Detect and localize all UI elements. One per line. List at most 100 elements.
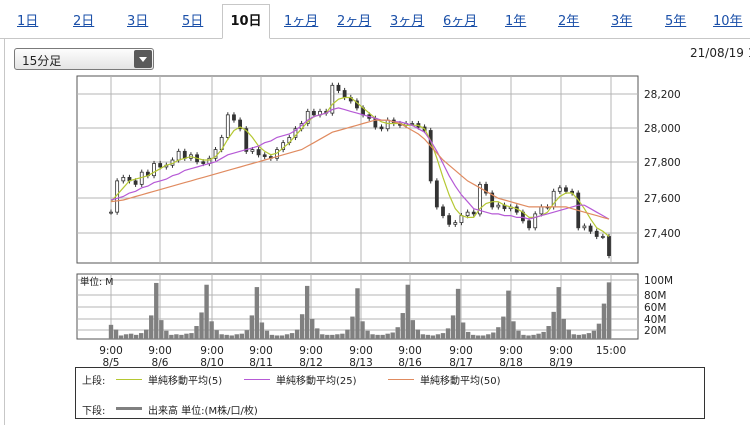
volume-bar: [254, 287, 260, 339]
tab-1日[interactable]: 1日: [17, 14, 39, 29]
volume-bar: [113, 329, 119, 339]
tab-2ヶ月[interactable]: 2ヶ月: [337, 14, 372, 29]
tab-3年[interactable]: 3年: [611, 14, 633, 29]
legend-volume-swatch: [116, 407, 142, 410]
volume-bar: [526, 335, 531, 339]
volume-bar: [214, 330, 219, 339]
volume-bar: [164, 330, 169, 339]
price-candle-body: [385, 119, 390, 130]
legend-upper-label: 上段:: [82, 376, 106, 387]
x-tick-label: 8/11: [249, 357, 273, 369]
price-candle-body: [527, 220, 531, 229]
price-candle-body: [533, 213, 538, 229]
interval-select[interactable]: 15分足: [14, 48, 154, 70]
volume-bar: [365, 330, 370, 339]
volume-bar: [269, 334, 275, 339]
volume-bar: [123, 334, 129, 339]
volume-bar: [244, 330, 250, 339]
x-tick-label: 9:00: [148, 345, 172, 357]
volume-bar: [395, 327, 400, 339]
price-candle-body: [428, 130, 433, 182]
price-y-tick-label: 27,800: [644, 157, 681, 169]
price-candle-body: [441, 206, 445, 217]
legend-volume-label: 出来高 単位:(M株/口/枚): [148, 406, 258, 417]
volume-bar: [425, 334, 431, 339]
tab-1年[interactable]: 1年: [505, 14, 527, 29]
price-candle-body: [232, 114, 236, 121]
volume-bar: [536, 333, 541, 339]
volume-bar: [325, 334, 330, 339]
volume-bar: [340, 333, 345, 339]
x-tick-label: 8/16: [398, 357, 422, 369]
volume-bar: [430, 335, 436, 339]
volume-bar: [435, 334, 441, 339]
moving-average-line: [110, 107, 610, 220]
volume-bar: [204, 284, 209, 339]
volume-bar: [591, 330, 597, 339]
volume-bar: [304, 285, 310, 339]
volume-bar: [465, 331, 471, 339]
tab-1ヶ月[interactable]: 1ヶ月: [284, 14, 319, 29]
tab-6ヶ月[interactable]: 6ヶ月: [443, 14, 478, 29]
volume-bar: [184, 333, 189, 339]
volume-bar: [486, 334, 491, 339]
chart-legend: 上段: 単純移動平均(5) 単純移動平均(25) 単純移動平均(50) 下段: …: [75, 367, 705, 419]
volume-bar: [108, 324, 114, 339]
volume-bar: [264, 330, 270, 339]
price-candle-body: [465, 211, 470, 217]
volume-bar: [440, 333, 446, 339]
volume-bar: [133, 334, 139, 339]
volume-bar: [470, 334, 476, 339]
volume-bar: [229, 335, 234, 339]
price-candle-body: [262, 154, 267, 157]
x-tick-label: 9:00: [398, 345, 422, 357]
volume-bar: [576, 334, 582, 339]
tab-10年[interactable]: 10年: [713, 14, 743, 29]
x-tick-label: 8/13: [349, 357, 373, 369]
volume-bar: [345, 329, 350, 339]
tab-3ヶ月[interactable]: 3ヶ月: [390, 14, 425, 29]
chevron-down-icon[interactable]: [134, 50, 152, 68]
legend-ma25-swatch: [244, 379, 270, 380]
x-tick-label: 8/6: [152, 357, 169, 369]
volume-bar: [159, 320, 164, 339]
volume-bar: [330, 334, 335, 339]
volume-y-tick-label: 20M: [644, 325, 666, 337]
volume-bar: [571, 334, 576, 339]
price-candle-body: [152, 163, 156, 177]
volume-bar: [385, 333, 390, 339]
volume-bar: [149, 315, 154, 339]
price-candle-body: [459, 215, 464, 223]
volume-bar: [516, 330, 521, 339]
volume-bar: [315, 328, 320, 339]
price-candle-body: [201, 161, 206, 164]
price-candle-body: [447, 215, 452, 225]
price-candle-body: [588, 225, 593, 232]
price-candle-body: [244, 128, 249, 152]
price-candle-body: [256, 149, 261, 156]
tab-2年[interactable]: 2年: [558, 14, 580, 29]
volume-bar: [289, 333, 295, 339]
volume-bar: [546, 326, 551, 339]
volume-bar: [410, 320, 416, 339]
volume-bar: [541, 331, 546, 339]
price-candle-body: [250, 149, 255, 152]
tab-3日[interactable]: 3日: [127, 14, 149, 29]
tab-10日[interactable]: 10日: [222, 4, 270, 39]
legend-lower-label: 下段:: [82, 406, 106, 417]
price-candle-body: [182, 150, 187, 159]
price-candle-body: [176, 150, 181, 161]
volume-y-tick-label: 80M: [644, 290, 666, 302]
x-tick-label: 9:00: [99, 345, 123, 357]
tab-5年[interactable]: 5年: [665, 14, 687, 29]
volume-bar: [249, 315, 255, 339]
x-tick-label: 9:00: [449, 345, 473, 357]
tab-5日[interactable]: 5日: [182, 14, 204, 29]
interval-select-value: 15分足: [22, 54, 62, 68]
volume-bar: [118, 335, 124, 339]
price-candle-body: [410, 123, 415, 125]
price-candle-body: [158, 163, 163, 168]
volume-bar: [481, 335, 486, 339]
x-tick-label: 9:00: [549, 345, 573, 357]
tab-2日[interactable]: 2日: [73, 14, 95, 29]
